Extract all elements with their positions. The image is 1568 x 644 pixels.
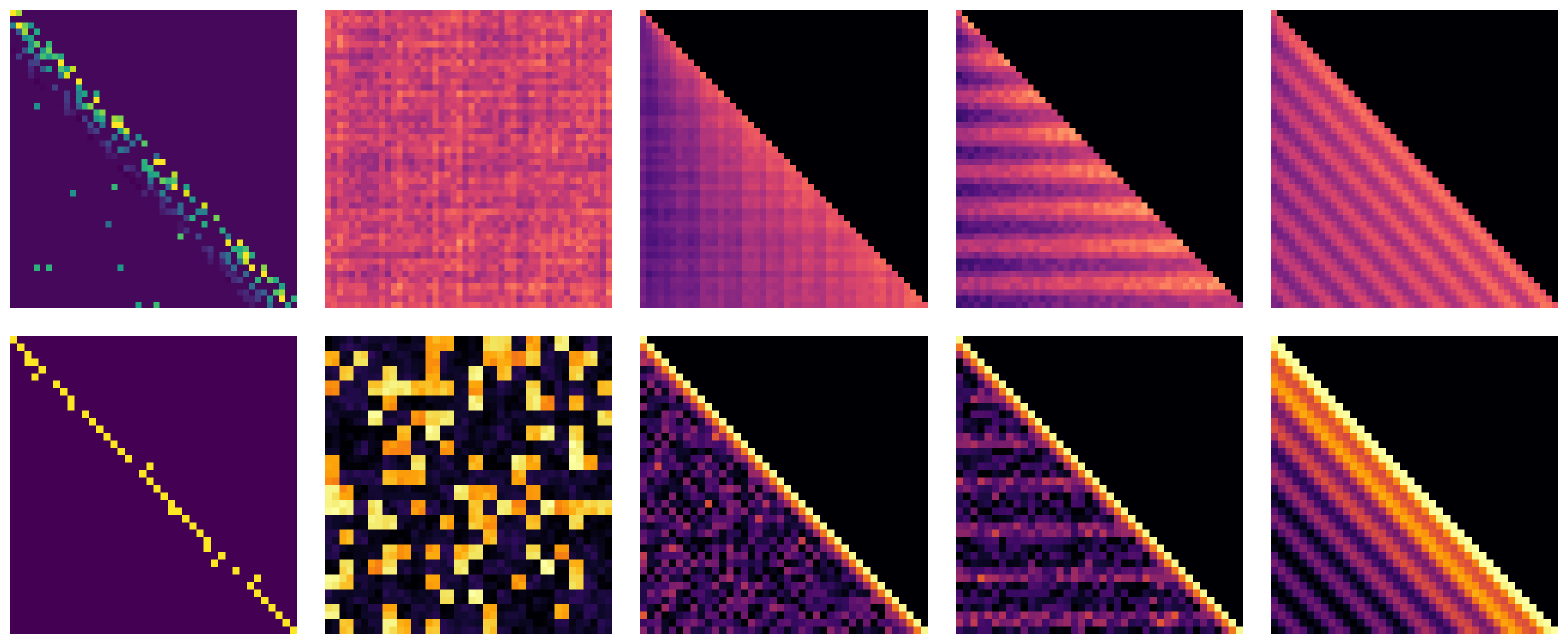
- heatmap-diag-sharp-canvas: [10, 336, 297, 634]
- heatmap-lower-tri-diagband-a: [640, 336, 927, 634]
- heatmap-lower-tri-smooth-a: [640, 10, 927, 308]
- heatmap-lower-tri-diagstripe-a-canvas: [1271, 10, 1558, 308]
- heatmap-lower-tri-diagband-b-canvas: [956, 336, 1243, 634]
- heatmap-full-contrast: [325, 336, 612, 634]
- heatmap-diag-sharp: [10, 336, 297, 634]
- heatmap-full-soft-canvas: [325, 10, 612, 308]
- heatmap-lower-tri-diagband-b: [956, 336, 1243, 634]
- heatmap-attention-sparse: [10, 10, 297, 308]
- heatmap-lower-tri-diagband-a-canvas: [640, 336, 927, 634]
- heatmap-full-contrast-canvas: [325, 336, 612, 634]
- heatmap-attention-sparse-canvas: [10, 10, 297, 308]
- heatmap-lower-tri-diagfade: [1271, 336, 1558, 634]
- heatmap-grid: [0, 0, 1568, 644]
- heatmap-lower-tri-diagfade-canvas: [1271, 336, 1558, 634]
- heatmap-lower-tri-striped-a: [956, 10, 1243, 308]
- heatmap-lower-tri-smooth-a-canvas: [640, 10, 927, 308]
- heatmap-full-soft: [325, 10, 612, 308]
- heatmap-lower-tri-diagstripe-a: [1271, 10, 1558, 308]
- heatmap-lower-tri-striped-a-canvas: [956, 10, 1243, 308]
